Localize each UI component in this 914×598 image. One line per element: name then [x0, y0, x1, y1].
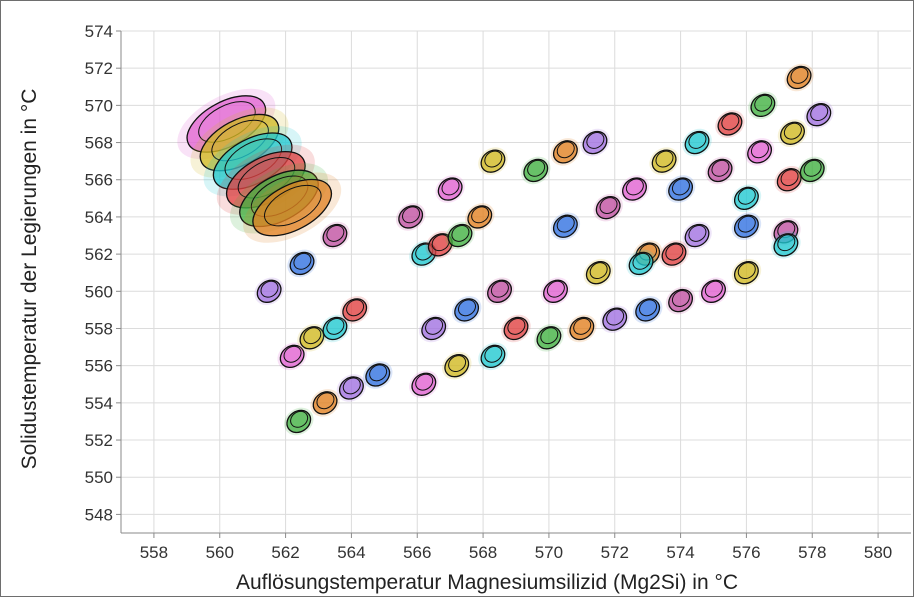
x-tick-label: 576: [732, 543, 760, 562]
data-point: [550, 212, 581, 241]
data-point: [320, 221, 350, 250]
cluster-layer: [177, 63, 834, 436]
x-tick-label: 562: [271, 543, 299, 562]
y-tick-label: 550: [85, 468, 113, 487]
data-point: [619, 175, 650, 203]
data-point: [451, 296, 482, 324]
y-tick-label: 564: [85, 208, 113, 227]
data-point: [777, 119, 808, 148]
data-point: [478, 147, 508, 175]
data-point: [277, 342, 307, 371]
data-point: [395, 203, 426, 231]
data-point: [774, 165, 804, 194]
y-tick-label: 560: [85, 282, 113, 301]
data-point: [336, 374, 367, 402]
data-point: [435, 175, 465, 203]
y-tick-label: 568: [85, 134, 113, 153]
data-point: [593, 193, 623, 222]
data-point: [550, 138, 581, 166]
data-point: [339, 296, 370, 324]
data-point: [731, 184, 762, 213]
x-tick-label: 580: [864, 543, 892, 562]
y-tick-label: 574: [85, 22, 113, 41]
data-point: [583, 258, 614, 287]
y-tick-label: 556: [85, 357, 113, 376]
data-point: [599, 305, 630, 333]
axes: [120, 31, 911, 534]
data-point: [771, 231, 801, 259]
x-tick-label: 574: [666, 543, 694, 562]
data-point: [362, 361, 393, 389]
data-point: [418, 314, 449, 343]
data-point: [748, 91, 778, 120]
x-tick-label: 568: [469, 543, 497, 562]
data-point: [784, 63, 814, 92]
data-point: [520, 156, 551, 185]
data-point: [567, 314, 597, 343]
data-point: [715, 110, 745, 138]
data-point: [409, 370, 439, 399]
data-point: [698, 277, 729, 306]
data-point: [804, 100, 834, 129]
data-point: [465, 203, 495, 231]
data-point: [682, 221, 712, 250]
data-point: [665, 286, 696, 315]
y-tick-label: 570: [85, 96, 113, 115]
data-point: [580, 128, 610, 157]
x-tick-label: 570: [535, 543, 563, 562]
data-point: [283, 407, 314, 436]
data-point: [540, 277, 571, 306]
data-point: [310, 389, 340, 417]
data-point: [665, 175, 696, 203]
data-point: [659, 240, 689, 268]
data-point: [534, 323, 564, 352]
x-tick-label: 566: [403, 543, 431, 562]
y-tick-label: 552: [85, 431, 113, 450]
data-point: [478, 342, 508, 371]
data-point: [297, 323, 327, 352]
y-tick-label: 572: [85, 59, 113, 78]
y-axis-title: Solidustemperatur der Legierungen in °C: [18, 89, 41, 470]
data-point: [484, 277, 515, 306]
tick-labels: 558 560 562 564 566 568 570 572 574 576 578 580 548 5…: [85, 22, 893, 562]
data-point: [731, 258, 762, 287]
data-point: [705, 156, 735, 185]
x-tick-label: 572: [601, 543, 629, 562]
data-point: [320, 314, 350, 343]
data-point: [682, 128, 712, 157]
data-point: [626, 249, 656, 278]
data-point: [632, 296, 663, 324]
data-point: [445, 221, 475, 250]
data-point: [243, 172, 342, 243]
y-tick-label: 562: [85, 245, 113, 264]
x-tick-label: 560: [206, 543, 234, 562]
data-point: [501, 314, 531, 343]
x-tick-label: 558: [140, 543, 168, 562]
y-tick-label: 558: [85, 319, 113, 338]
data-point: [254, 277, 284, 306]
x-tick-label: 564: [337, 543, 365, 562]
data-point: [731, 212, 762, 241]
data-point: [287, 249, 317, 278]
data-point: [649, 147, 679, 175]
data-point: [441, 351, 472, 380]
x-axis-title: Auflösungstemperatur Magnesiumsilizid (M…: [236, 571, 738, 594]
y-tick-label: 548: [85, 505, 113, 524]
y-tick-label: 566: [85, 171, 113, 190]
data-point: [797, 156, 828, 185]
data-point: [744, 138, 775, 166]
y-tick-label: 554: [85, 394, 113, 413]
x-tick-label: 578: [798, 543, 826, 562]
